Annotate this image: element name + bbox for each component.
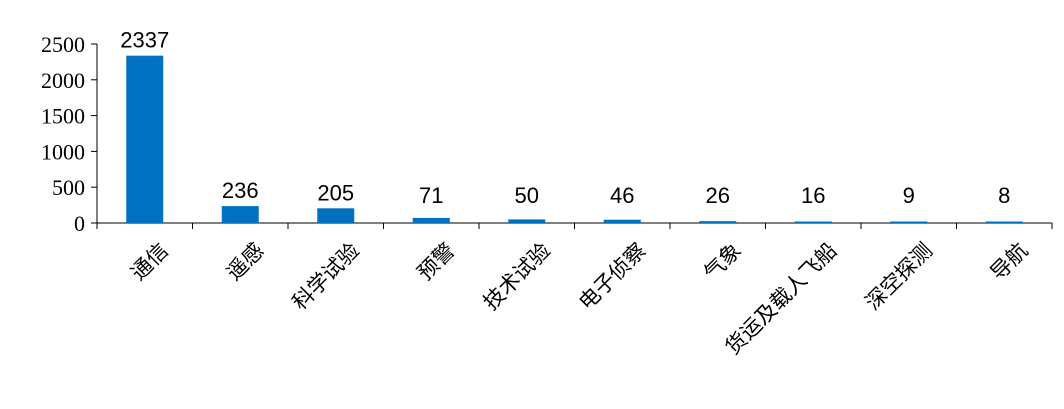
data-label: 205	[317, 180, 354, 205]
bar	[794, 221, 832, 223]
category-label: 电子侦察	[574, 238, 650, 314]
bars	[126, 55, 1023, 223]
bar	[603, 219, 641, 223]
y-tick-label: 2000	[41, 68, 85, 93]
data-label: 8	[998, 183, 1010, 208]
data-label: 50	[515, 183, 539, 208]
y-tick-label: 500	[52, 175, 85, 200]
category-label: 气象	[699, 238, 746, 285]
data-label: 46	[610, 183, 634, 208]
category-label: 科学试验	[288, 238, 364, 314]
y-axis: 0 500 1000 1500 2000 2500	[41, 32, 98, 236]
data-label: 71	[419, 183, 443, 208]
category-label: 通信	[126, 238, 173, 285]
y-tick-label: 1500	[41, 104, 85, 129]
data-label: 2337	[120, 28, 169, 53]
bar	[412, 217, 450, 223]
category-label: 技术试验	[479, 238, 555, 314]
category-label: 预警	[413, 238, 460, 285]
category-label: 深空探测	[861, 238, 937, 314]
bar	[985, 221, 1023, 223]
data-label: 26	[706, 183, 730, 208]
bar	[890, 221, 928, 223]
bar	[508, 219, 546, 223]
bar	[317, 208, 355, 223]
data-label: 16	[801, 183, 825, 208]
y-tick-label: 1000	[41, 139, 85, 164]
data-label: 9	[903, 183, 915, 208]
bar	[126, 55, 164, 223]
x-axis	[96, 222, 1053, 229]
data-labels: 2337 236 205 71 50 46 26 16 9 8	[120, 28, 1010, 208]
y-tick-label: 2500	[41, 32, 85, 57]
category-label: 遥感	[222, 238, 269, 285]
y-tick-label: 0	[74, 211, 85, 236]
bar	[221, 206, 259, 223]
data-label: 236	[222, 178, 259, 203]
bar	[699, 221, 737, 223]
category-label: 导航	[986, 238, 1033, 285]
